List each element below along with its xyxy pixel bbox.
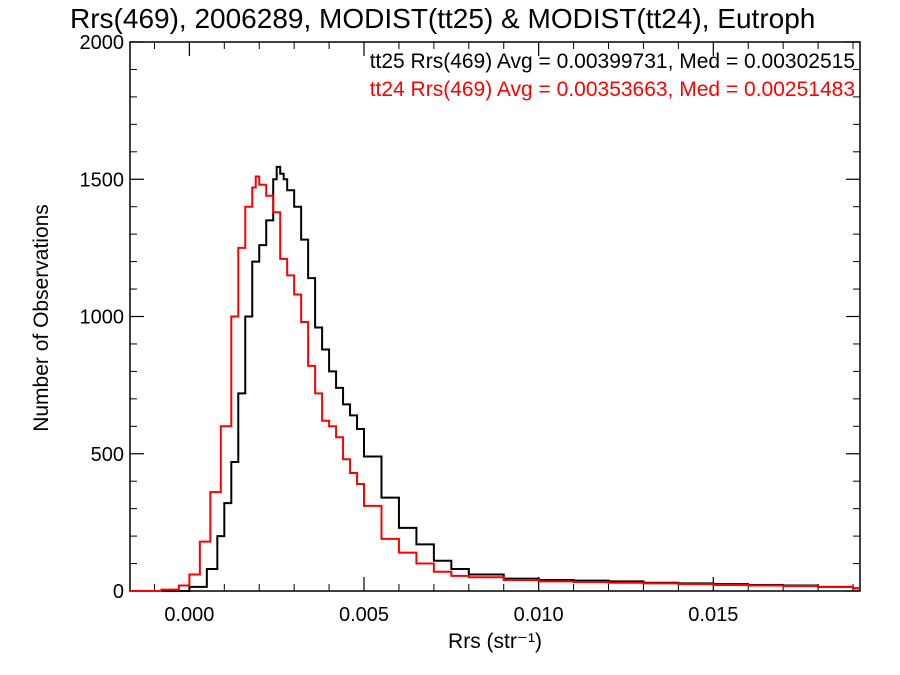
y-tick-label: 1000	[80, 307, 125, 329]
x-tick-label: 0.010	[514, 604, 564, 626]
x-tick-label: 0.005	[339, 604, 389, 626]
y-tick-label: 2000	[80, 32, 125, 54]
series-line-tt24	[130, 175, 860, 592]
y-axis-label: Number of Observations	[30, 204, 53, 432]
y-tick-label: 500	[91, 444, 124, 466]
plot-area: 0.000 0.005 0.010 0.015 0 500 1000 1500 2000	[80, 32, 861, 626]
plot-frame	[129, 41, 861, 592]
series-line-tt25	[130, 165, 860, 592]
annotation-tt24: tt24 Rrs(469) Avg = 0.00353663, Med = 0.…	[370, 78, 855, 101]
y-tick-label: 0	[113, 581, 124, 603]
x-tick-label: 0.000	[164, 604, 214, 626]
y-tick-label: 1500	[80, 169, 125, 191]
x-axis-label: Rrs (str⁻¹)	[448, 630, 542, 653]
annotation-tt25: tt25 Rrs(469) Avg = 0.00399731, Med = 0.…	[370, 50, 855, 73]
chart-title: Rrs(469), 2006289, MODIST(tt25) & MODIST…	[70, 3, 815, 34]
x-tick-label: 0.015	[688, 604, 738, 626]
